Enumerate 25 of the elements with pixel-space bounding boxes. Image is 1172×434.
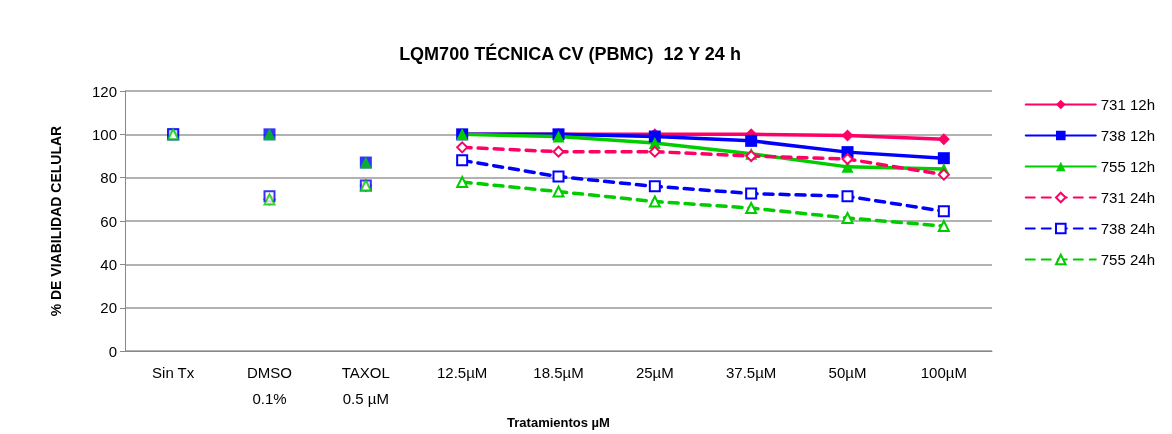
legend-label: 731 12h <box>1100 96 1156 113</box>
legend-label: 755 12h <box>1100 158 1156 175</box>
y-tick-label: 0 <box>108 342 117 360</box>
x-axis-title: Tratamientos µM <box>507 415 610 430</box>
y-axis-title: % DE VIABILIDAD CELULAR <box>48 125 64 317</box>
y-tick-label: 40 <box>100 255 117 273</box>
y-tick-label: 60 <box>100 212 117 230</box>
legend-label: 738 24h <box>1100 220 1156 237</box>
x-tick-label: DMSO 0.1% <box>247 363 292 407</box>
x-tick-label: 37.5µM <box>725 363 777 381</box>
y-tick-label: 100 <box>91 125 117 143</box>
chart-title: LQM700 TÉCNICA CV (PBMC) 12 Y 24 h <box>399 43 741 64</box>
y-tick-label: 120 <box>91 82 117 100</box>
x-tick-label: 12.5µM <box>436 363 488 381</box>
legend-label: 731 24h <box>1100 189 1156 206</box>
x-tick-label: TAXOL 0.5 µM <box>341 363 390 407</box>
x-tick-label: Sin Tx <box>152 363 195 381</box>
x-tick-label: 100µM <box>920 363 967 381</box>
x-tick-label: 18.5µM <box>533 363 584 381</box>
legend-label: 755 24h <box>1100 251 1156 268</box>
y-tick-label: 20 <box>100 299 117 317</box>
x-tick-label: 25µM <box>635 363 674 381</box>
legend-label: 738 12h <box>1100 127 1156 144</box>
y-tick-label: 80 <box>100 169 117 187</box>
x-tick-label: 50µM <box>828 363 867 381</box>
